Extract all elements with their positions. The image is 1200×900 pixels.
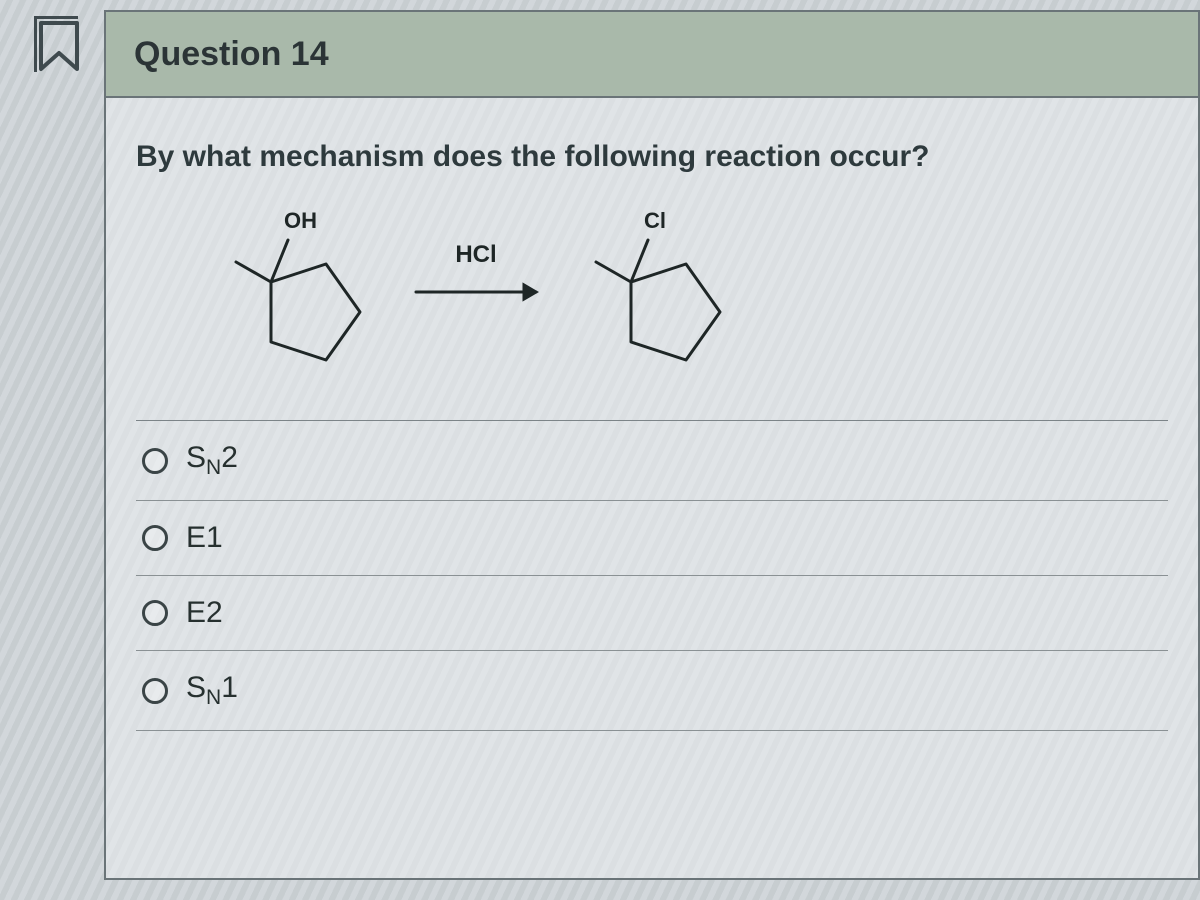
question-title: Question 14	[134, 35, 329, 74]
radio-icon[interactable]	[142, 525, 168, 551]
radio-icon[interactable]	[142, 678, 168, 704]
answer-option[interactable]: E2	[136, 576, 1168, 651]
answer-label: SN1	[186, 671, 238, 710]
question-body: By what mechanism does the following rea…	[106, 98, 1198, 751]
answer-list: SN2 E1 E2 SN1	[136, 420, 1168, 731]
question-prompt: By what mechanism does the following rea…	[136, 140, 1168, 174]
answer-option[interactable]: SN2	[136, 421, 1168, 501]
page-root: Question 14 By what mechanism does the f…	[0, 0, 1200, 900]
answer-option[interactable]: E1	[136, 501, 1168, 576]
bookmark-icon[interactable]	[34, 16, 78, 72]
left-substituent-label: OH	[284, 208, 317, 233]
right-substituent-label: Cl	[644, 208, 666, 233]
radio-icon[interactable]	[142, 600, 168, 626]
reaction-diagram: OH HCl Cl	[136, 192, 1168, 402]
answer-label: E1	[186, 521, 223, 555]
question-card: Question 14 By what mechanism does the f…	[104, 10, 1200, 880]
question-header: Question 14	[106, 12, 1198, 98]
radio-icon[interactable]	[142, 448, 168, 474]
answer-label: SN2	[186, 441, 238, 480]
reagent-label: HCl	[455, 241, 496, 268]
answer-option[interactable]: SN1	[136, 651, 1168, 731]
answer-label: E2	[186, 596, 223, 630]
